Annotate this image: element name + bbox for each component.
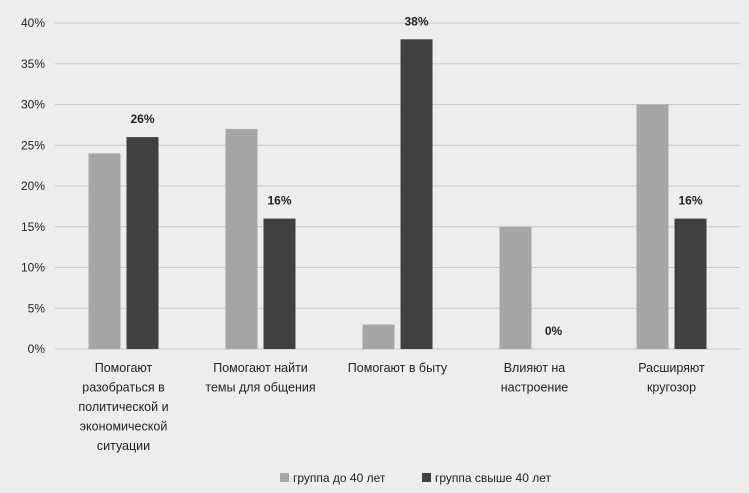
legend-swatch	[280, 473, 289, 482]
bar-under-40	[499, 226, 532, 349]
bar-over-40	[674, 218, 707, 349]
data-label: 16%	[267, 194, 291, 208]
legend-swatch	[422, 473, 431, 482]
category-label: Помогают в быту	[348, 361, 448, 375]
y-tick-label: 35%	[21, 57, 45, 71]
category-label: политической и	[78, 400, 168, 414]
bar-under-40	[362, 324, 395, 349]
bar-over-40	[263, 218, 296, 349]
legend-entry: группа свыше 40 лет	[435, 471, 552, 485]
data-label: 38%	[404, 14, 428, 28]
category-label: ситуации	[97, 439, 150, 453]
bar-over-40	[126, 137, 159, 349]
y-tick-label: 25%	[21, 138, 45, 152]
data-label: 16%	[678, 194, 702, 208]
bar-under-40	[225, 128, 258, 349]
legend-entry: группа до 40 лет	[293, 471, 386, 485]
category-label: кругозор	[647, 381, 696, 395]
category-label: Влияют на	[504, 361, 566, 375]
category-label: Расширяют	[638, 361, 705, 375]
y-tick-label: 30%	[21, 98, 45, 112]
data-label: 26%	[130, 112, 154, 126]
category-label: настроение	[501, 381, 569, 395]
y-tick-label: 10%	[21, 261, 45, 275]
category-label: разобраться в	[82, 381, 165, 395]
data-label: 0%	[545, 324, 563, 338]
category-label: темы для общения	[205, 381, 315, 395]
category-label: Помогают	[95, 361, 153, 375]
y-tick-label: 20%	[21, 179, 45, 193]
y-tick-label: 5%	[28, 301, 46, 315]
category-label: экономической	[80, 420, 168, 434]
bar-under-40	[88, 153, 121, 349]
category-label: Помогают найти	[213, 361, 308, 375]
bar-over-40	[400, 39, 433, 350]
y-tick-label: 15%	[21, 220, 45, 234]
bar-under-40	[636, 104, 669, 349]
y-tick-label: 0%	[28, 342, 46, 356]
y-tick-label: 40%	[21, 16, 45, 30]
